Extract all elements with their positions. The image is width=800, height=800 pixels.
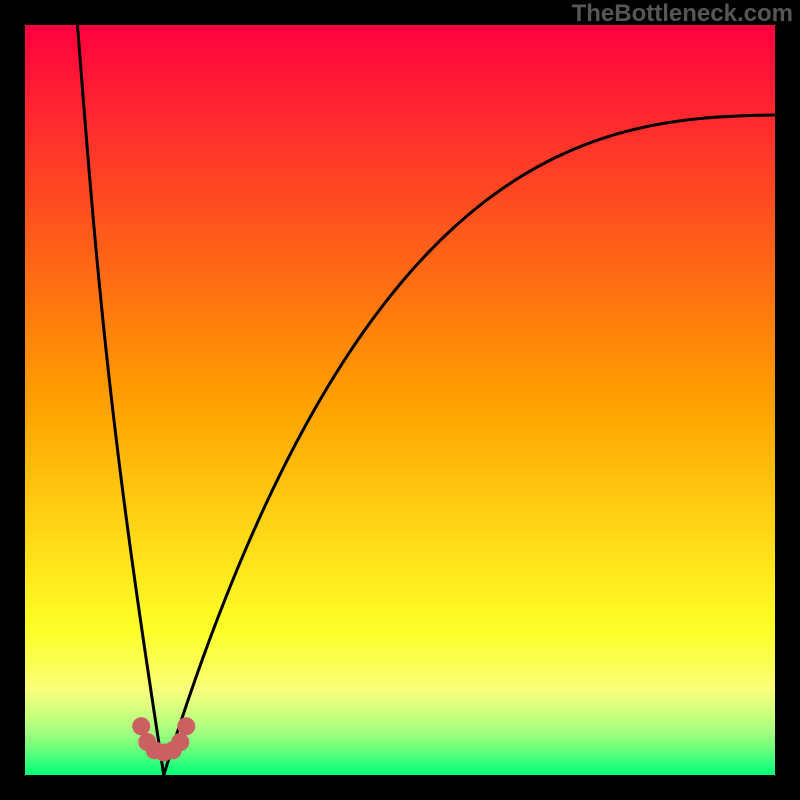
chart-container: TheBottleneck.com bbox=[0, 0, 800, 800]
marker-dot bbox=[177, 717, 195, 735]
gradient-background bbox=[25, 25, 775, 775]
chart-svg bbox=[25, 25, 775, 775]
plot-area bbox=[25, 25, 775, 775]
marker-dot bbox=[132, 717, 150, 735]
marker-dot bbox=[171, 733, 189, 751]
watermark-text: TheBottleneck.com bbox=[572, 0, 793, 28]
